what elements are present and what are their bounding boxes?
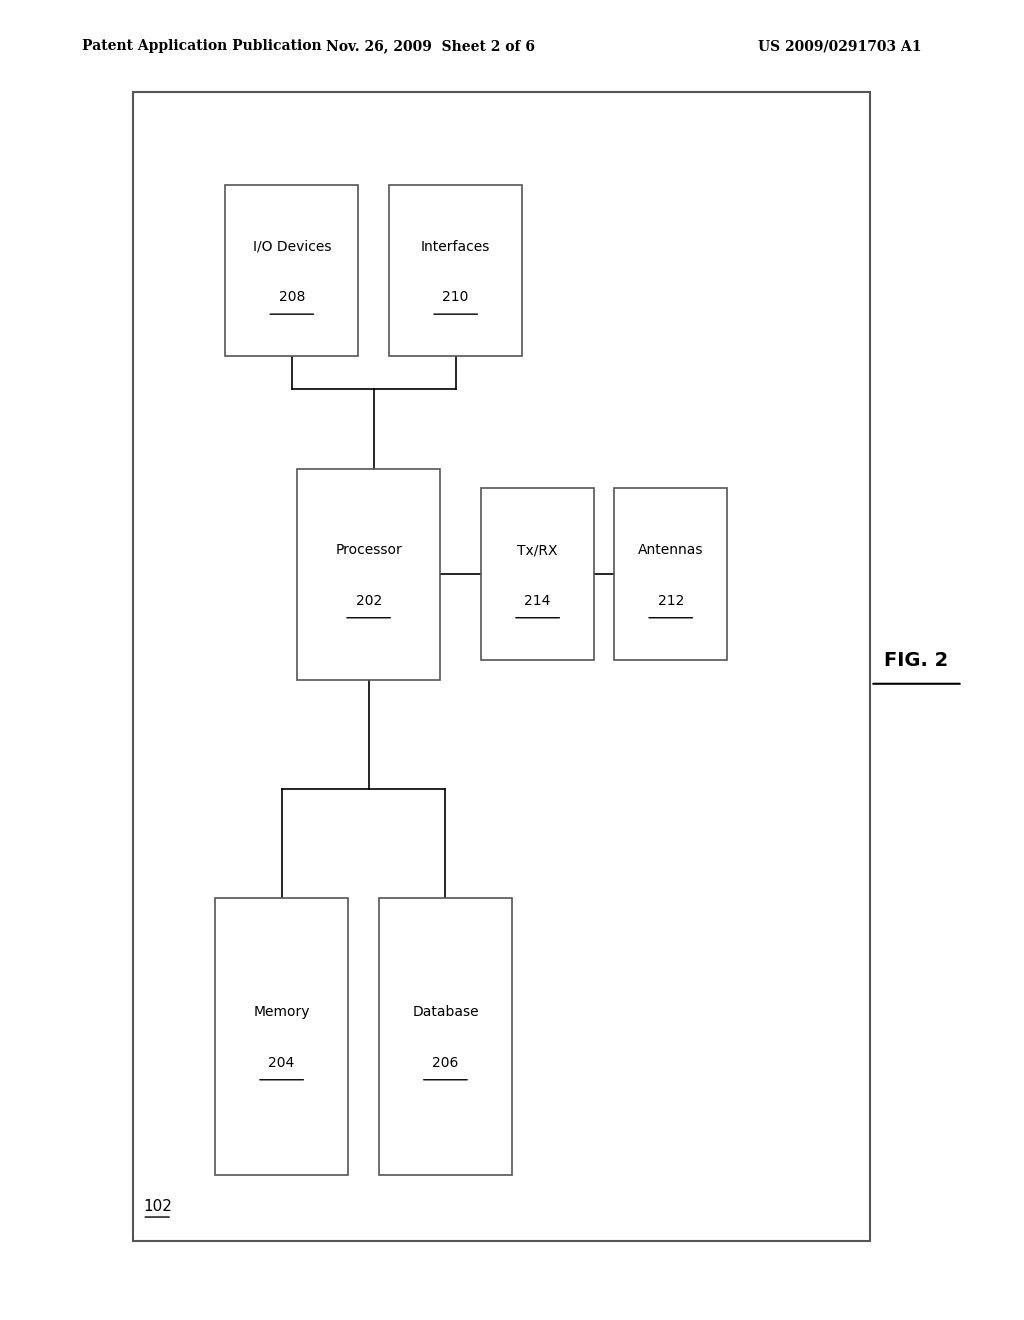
Text: Database: Database bbox=[412, 1006, 479, 1019]
Bar bbox=[614, 488, 727, 660]
Text: Antennas: Antennas bbox=[638, 544, 703, 557]
Text: US 2009/0291703 A1: US 2009/0291703 A1 bbox=[758, 40, 922, 53]
Text: Memory: Memory bbox=[253, 1006, 310, 1019]
Text: 102: 102 bbox=[143, 1200, 172, 1214]
Text: 212: 212 bbox=[657, 594, 684, 607]
Text: Processor: Processor bbox=[335, 544, 402, 557]
Text: Tx/RX: Tx/RX bbox=[517, 544, 558, 557]
Bar bbox=[215, 898, 348, 1175]
Text: Nov. 26, 2009  Sheet 2 of 6: Nov. 26, 2009 Sheet 2 of 6 bbox=[326, 40, 535, 53]
Text: Interfaces: Interfaces bbox=[421, 240, 490, 253]
Text: 204: 204 bbox=[268, 1056, 295, 1069]
Bar bbox=[389, 185, 522, 356]
Bar bbox=[133, 92, 870, 1241]
Bar bbox=[225, 185, 358, 356]
Text: I/O Devices: I/O Devices bbox=[253, 240, 331, 253]
Bar bbox=[297, 469, 440, 680]
Text: 206: 206 bbox=[432, 1056, 459, 1069]
Bar bbox=[481, 488, 594, 660]
Text: 208: 208 bbox=[279, 290, 305, 304]
Bar bbox=[379, 898, 512, 1175]
Text: Patent Application Publication: Patent Application Publication bbox=[82, 40, 322, 53]
Text: 214: 214 bbox=[524, 594, 551, 607]
Text: 202: 202 bbox=[355, 594, 382, 607]
Text: 210: 210 bbox=[442, 290, 469, 304]
Text: FIG. 2: FIG. 2 bbox=[885, 651, 948, 669]
